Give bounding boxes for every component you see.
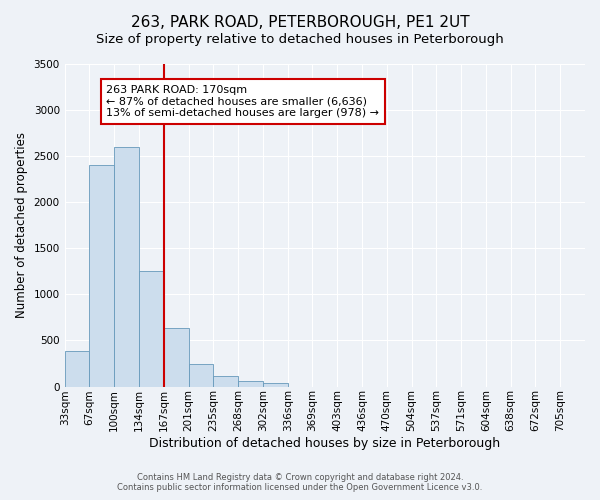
- Bar: [214, 376, 238, 386]
- Bar: [114, 147, 139, 386]
- Bar: [164, 328, 188, 386]
- X-axis label: Distribution of detached houses by size in Peterborough: Distribution of detached houses by size …: [149, 437, 500, 450]
- Bar: [65, 350, 89, 386]
- Bar: [139, 272, 164, 386]
- Text: 263 PARK ROAD: 170sqm
← 87% of detached houses are smaller (6,636)
13% of semi-d: 263 PARK ROAD: 170sqm ← 87% of detached …: [106, 85, 379, 118]
- Bar: [89, 166, 114, 386]
- Text: Size of property relative to detached houses in Peterborough: Size of property relative to detached ho…: [96, 32, 504, 46]
- Bar: [188, 364, 214, 386]
- Text: 263, PARK ROAD, PETERBOROUGH, PE1 2UT: 263, PARK ROAD, PETERBOROUGH, PE1 2UT: [131, 15, 469, 30]
- Y-axis label: Number of detached properties: Number of detached properties: [15, 132, 28, 318]
- Text: Contains HM Land Registry data © Crown copyright and database right 2024.
Contai: Contains HM Land Registry data © Crown c…: [118, 473, 482, 492]
- Bar: [263, 383, 287, 386]
- Bar: [238, 381, 263, 386]
